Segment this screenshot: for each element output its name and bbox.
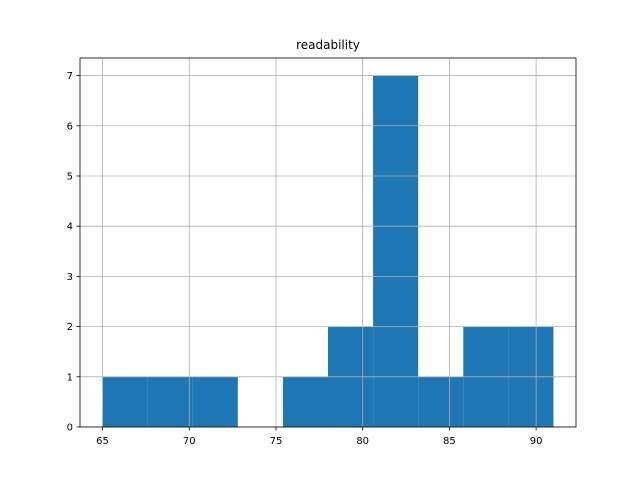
y-tick-label: 7	[67, 71, 73, 82]
x-tick-label: 75	[270, 436, 283, 447]
x-tick-label: 90	[530, 436, 543, 447]
bar	[418, 376, 464, 427]
bar	[102, 376, 148, 427]
bar	[282, 376, 328, 427]
chart-title: readability	[296, 38, 360, 52]
x-tick-label: 70	[183, 436, 196, 447]
x-tick-label: 65	[96, 436, 109, 447]
bar	[147, 376, 193, 427]
bar	[373, 75, 419, 428]
y-tick-label: 1	[67, 372, 73, 383]
x-tick-label: 85	[443, 436, 456, 447]
y-tick-label: 6	[67, 121, 73, 132]
y-tick-label: 4	[67, 222, 73, 233]
y-tick-label: 3	[67, 272, 73, 283]
bar	[192, 376, 238, 427]
y-tick-label: 2	[67, 322, 73, 333]
y-tick-label: 5	[67, 171, 73, 182]
plot-frame	[79, 57, 577, 428]
y-tick-label: 0	[67, 423, 73, 434]
x-tick-label: 80	[356, 436, 369, 447]
